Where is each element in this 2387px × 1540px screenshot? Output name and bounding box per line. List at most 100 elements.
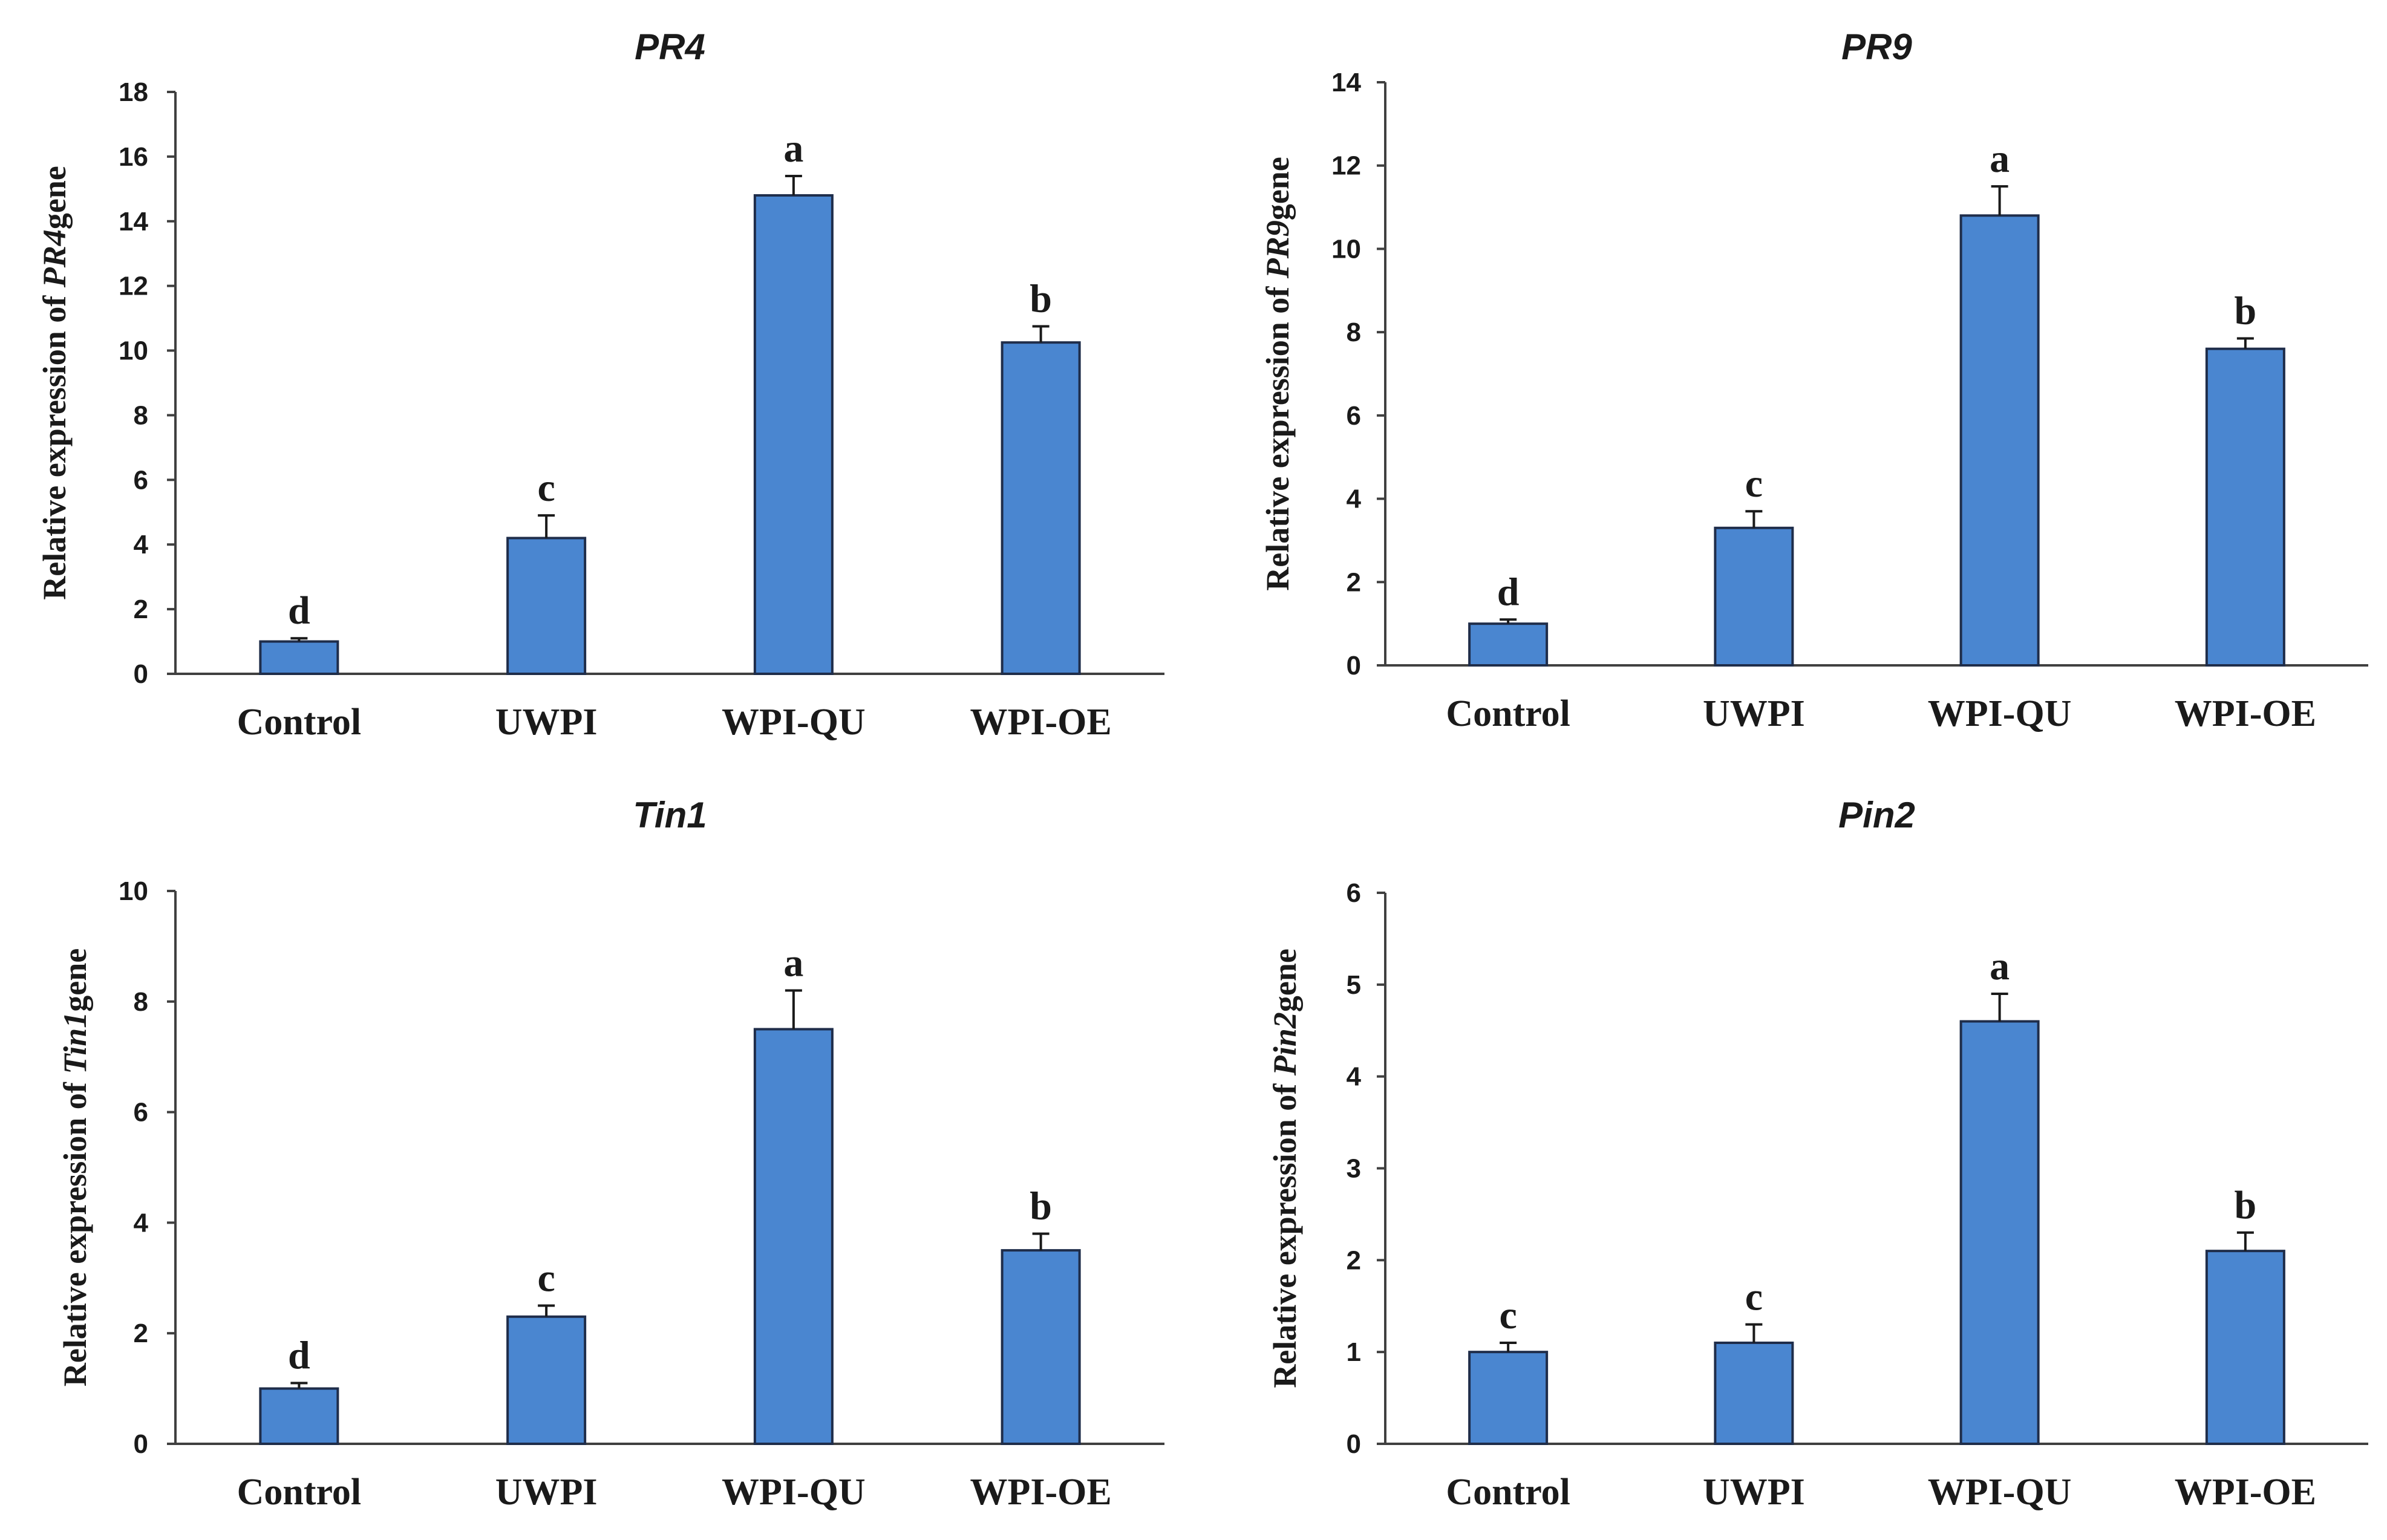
chart-title: PR9	[1841, 27, 1912, 67]
y-axis-label-suffix: gene	[1259, 157, 1296, 220]
y-tick-label: 5	[1347, 970, 1361, 1000]
y-axis-label-prefix: Relative expression of	[36, 287, 73, 599]
error-bar-wpi-qu	[1991, 993, 2008, 1022]
x-tick-label: UWPI	[495, 1472, 598, 1513]
y-tick-label: 1	[1347, 1337, 1361, 1367]
y-tick-label: 16	[119, 142, 148, 172]
significance-label: d	[288, 589, 310, 633]
x-tick-label: UWPI	[1703, 693, 1805, 734]
error-bar-wpi-oe	[1032, 325, 1050, 343]
x-tick-label: WPI-QU	[722, 1472, 866, 1513]
y-axis-label: Relative expression of PR4gene	[36, 166, 73, 599]
significance-label: b	[1030, 1184, 1052, 1228]
y-tick-label: 6	[134, 465, 148, 495]
y-axis-label-suffix: gene	[36, 166, 73, 229]
x-tick-label: Control	[237, 702, 362, 743]
y-tick-label: 10	[119, 876, 148, 906]
error-bar-uwpi	[538, 514, 555, 538]
significance-label: c	[1745, 462, 1763, 506]
bar-wpi-oe	[2205, 1250, 2285, 1445]
y-tick-label: 4	[1347, 485, 1362, 514]
bar-control	[1468, 622, 1549, 667]
y-tick-label: 2	[1347, 567, 1361, 597]
chart-title: Pin2	[1838, 795, 1915, 835]
y-axis-label: Relative expression of Tin1gene	[57, 948, 93, 1386]
bar-wpi-qu	[753, 194, 834, 675]
error-bar-wpi-qu	[785, 174, 802, 196]
error-bar-control	[1500, 618, 1517, 624]
significance-label: b	[2235, 1183, 2257, 1227]
error-bar-wpi-qu	[1991, 185, 2008, 216]
y-tick-label: 6	[1347, 878, 1361, 908]
y-tick-label: 8	[134, 400, 148, 430]
x-tick-label: WPI-OE	[970, 702, 1112, 743]
bar-uwpi	[1714, 1341, 1794, 1446]
x-tick-label: WPI-OE	[970, 1472, 1112, 1513]
x-tick-label: UWPI	[495, 702, 598, 743]
y-tick-label: 4	[1347, 1062, 1362, 1092]
significance-label: b	[2235, 289, 2257, 333]
bar-control	[259, 1387, 339, 1446]
y-tick-label: 0	[134, 659, 148, 689]
bar-uwpi	[506, 1315, 587, 1446]
y-axis-label-suffix: gene	[57, 948, 93, 1012]
x-tick-label: UWPI	[1703, 1472, 1805, 1513]
x-tick-label: WPI-OE	[2175, 693, 2316, 734]
x-tick-label: Control	[1446, 1472, 1570, 1513]
y-axis-label: Relative expression of PR9gene	[1259, 157, 1296, 590]
chart-title: PR4	[635, 27, 705, 67]
y-tick-label: 2	[1347, 1245, 1361, 1275]
significance-label: c	[537, 1256, 555, 1300]
significance-label: c	[1745, 1275, 1763, 1319]
y-tick-label: 2	[134, 1319, 148, 1348]
y-axis-label-prefix: Relative expression of	[57, 1074, 93, 1386]
significance-label: a	[783, 941, 803, 985]
y-tick-label: 6	[1347, 401, 1361, 431]
y-axis-label-gene: PR4	[36, 229, 73, 288]
chart-title: Tin1	[633, 795, 707, 835]
y-tick-label: 4	[134, 1208, 149, 1238]
y-tick-label: 8	[134, 987, 148, 1017]
error-bar-wpi-oe	[2236, 1231, 2254, 1251]
y-tick-label: 0	[1347, 1429, 1361, 1459]
x-tick-label: WPI-OE	[2175, 1472, 2316, 1513]
x-tick-label: WPI-QU	[722, 702, 866, 743]
y-tick-label: 12	[1331, 151, 1361, 181]
x-tick-label: Control	[1446, 693, 1570, 734]
significance-label: a	[1990, 944, 2010, 988]
y-tick-label: 14	[119, 207, 148, 237]
error-bar-uwpi	[1745, 510, 1763, 528]
error-bar-wpi-oe	[1032, 1232, 1050, 1251]
y-axis-label-gene: PR9	[1259, 220, 1296, 279]
significance-label: a	[783, 126, 803, 171]
y-tick-label: 4	[134, 530, 149, 560]
x-tick-label: WPI-QU	[1928, 693, 2072, 734]
bar-wpi-qu	[1959, 214, 2040, 667]
error-bar-control	[1500, 1341, 1517, 1352]
bar-wpi-oe	[1001, 1249, 1081, 1446]
bar-uwpi	[1714, 526, 1794, 667]
y-tick-label: 2	[134, 595, 148, 624]
significance-label: c	[537, 466, 555, 510]
y-axis-label-suffix: gene	[1267, 948, 1303, 1012]
significance-label: d	[1497, 570, 1520, 614]
y-tick-label: 18	[119, 77, 148, 107]
bar-wpi-qu	[753, 1028, 834, 1445]
significance-label: c	[1499, 1293, 1517, 1337]
y-axis-label-gene: Pin2	[1267, 1012, 1303, 1076]
x-tick-label: Control	[237, 1472, 362, 1513]
y-tick-label: 6	[134, 1098, 148, 1127]
error-bar-control	[290, 1382, 308, 1389]
y-axis-label: Relative expression of Pin2gene	[1267, 948, 1303, 1388]
y-tick-label: 0	[1347, 651, 1361, 680]
significance-label: a	[1990, 137, 2010, 181]
y-axis-label-gene: Tin1	[57, 1012, 93, 1074]
error-bar-wpi-qu	[785, 989, 802, 1029]
y-tick-label: 12	[119, 272, 148, 301]
error-bar-wpi-oe	[2236, 337, 2254, 349]
y-tick-label: 10	[119, 336, 148, 366]
bar-control	[1468, 1351, 1549, 1446]
